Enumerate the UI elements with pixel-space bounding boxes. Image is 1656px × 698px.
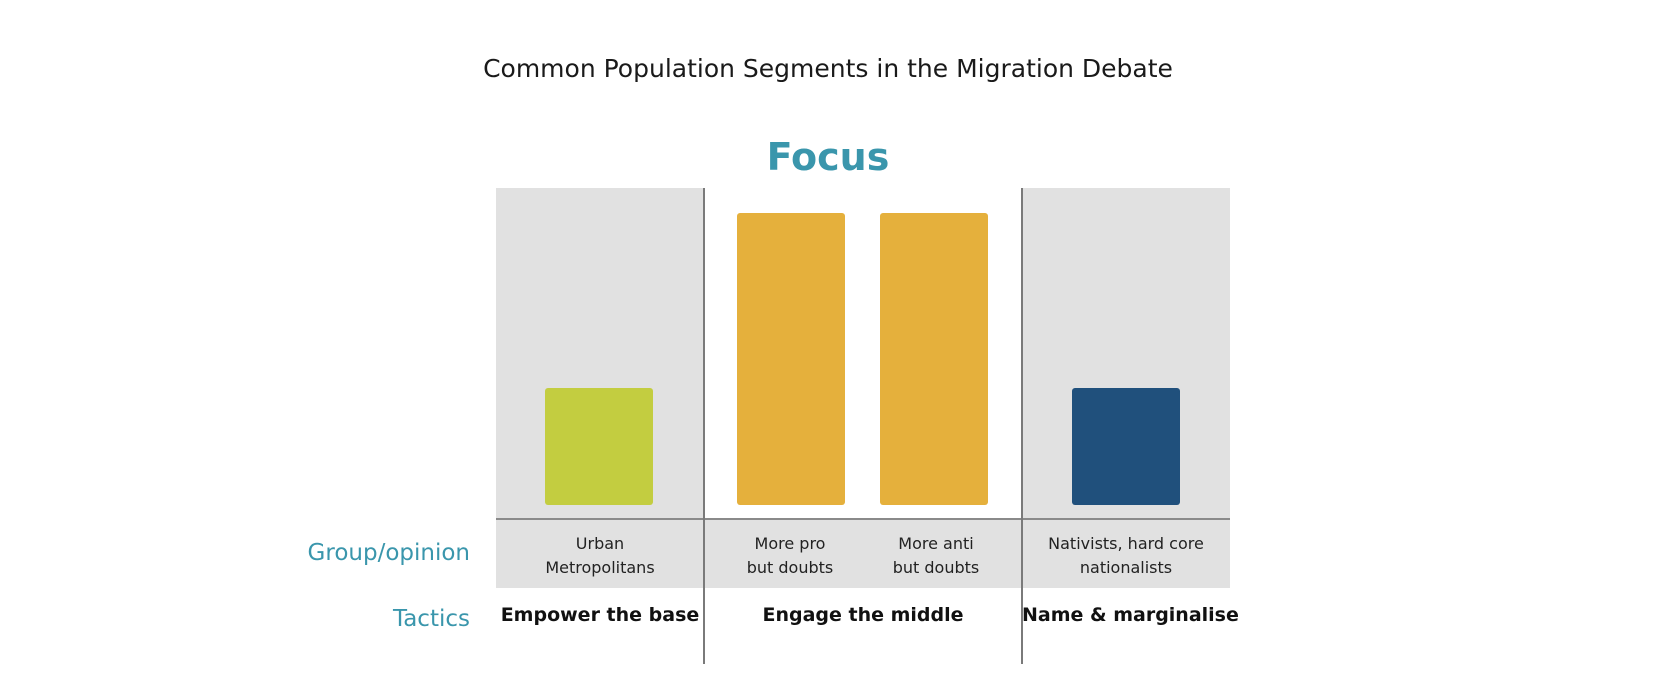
segment-label-urban-metropolitans: Urban Metropolitans: [545, 534, 655, 577]
bar-urban-metropolitans: [545, 388, 653, 505]
column-divider-right: [1021, 188, 1023, 664]
segment-label-more-pro: More pro but doubts: [746, 534, 834, 577]
segment-label-nativists: Nativists, hard core nationalists: [1048, 534, 1204, 577]
column-divider-left: [703, 188, 705, 664]
bar-more-pro-but-doubts: [737, 213, 845, 505]
middle-label-band: [704, 518, 1022, 588]
tactic-name-and-marginalise: Name & marginalise: [1022, 604, 1239, 626]
tactic-empower-the-base: Empower the base: [500, 604, 700, 626]
focus-heading: Focus: [766, 135, 890, 179]
row-label-group-opinion: Group/opinion: [307, 540, 470, 566]
bar-nativists-nationalists: [1072, 388, 1180, 505]
bar-more-anti-but-doubts: [880, 213, 988, 505]
segment-divider-horizontal: [496, 518, 1230, 520]
tactic-engage-the-middle: Engage the middle: [762, 604, 964, 626]
segment-label-more-anti: More anti but doubts: [892, 534, 980, 577]
diagram-title: Common Population Segments in the Migrat…: [483, 54, 1173, 83]
row-label-tactics: Tactics: [392, 606, 470, 632]
